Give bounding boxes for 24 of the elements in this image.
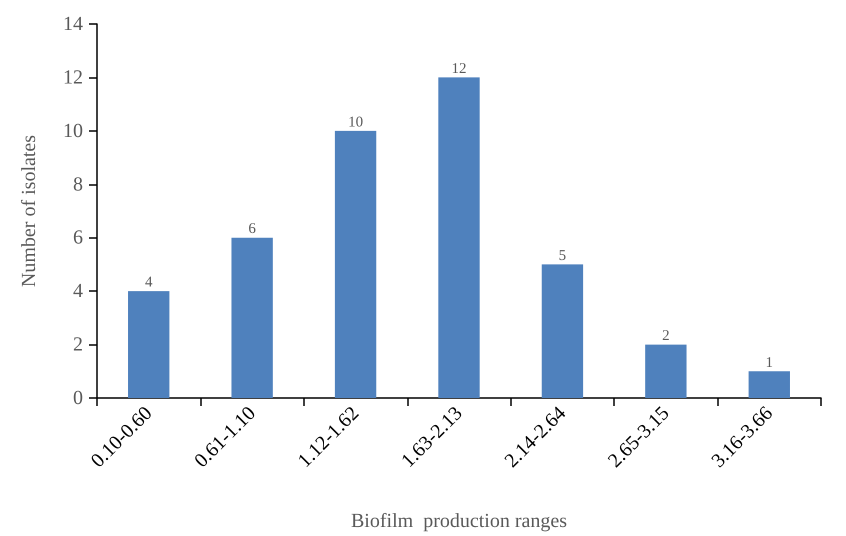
bar [438, 77, 480, 398]
data-label: 6 [248, 221, 256, 238]
bar [128, 291, 170, 398]
data-label: 4 [144, 274, 153, 291]
data-label: 2 [662, 328, 670, 344]
data-label: 10 [348, 114, 364, 130]
y-tick-label: 12 [63, 66, 83, 88]
y-axis-title: Number of isolates [18, 134, 40, 288]
x-axis-title: Biofilm production ranges [350, 510, 568, 532]
y-tick-label: 8 [73, 173, 83, 196]
data-label: 5 [558, 248, 566, 264]
y-tick-label: 2 [73, 334, 83, 356]
data-label: 1 [766, 354, 774, 371]
data-label: 12 [452, 60, 466, 77]
y-tick-label: 0 [73, 387, 83, 409]
y-tick-label: 6 [73, 226, 83, 249]
bar [231, 238, 273, 398]
y-tick-label: 10 [63, 120, 83, 142]
y-tick-label: 14 [63, 13, 83, 35]
bar [748, 371, 790, 398]
bar [542, 264, 584, 398]
bar [645, 344, 687, 398]
bar [334, 130, 376, 398]
y-tick-label: 4 [73, 280, 83, 302]
